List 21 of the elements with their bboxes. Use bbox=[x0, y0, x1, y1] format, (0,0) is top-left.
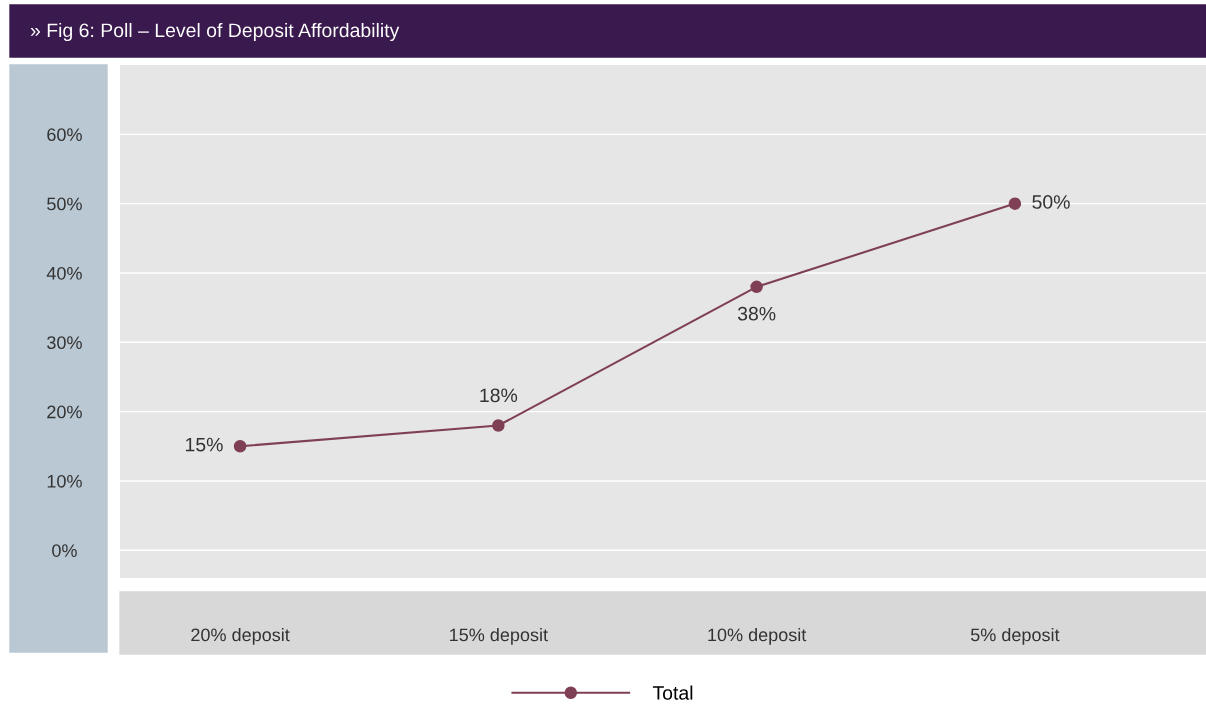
text: 50% bbox=[1032, 195, 1070, 209]
y-tick-label: 10% bbox=[47, 474, 82, 488]
text: 15% bbox=[185, 437, 223, 452]
x-tick-label: 10% deposit bbox=[708, 628, 807, 645]
y-tick-label: 50% bbox=[47, 197, 82, 211]
point bbox=[1008, 197, 1022, 210]
point bbox=[750, 280, 763, 294]
y-tick-label: 40% bbox=[46, 266, 82, 280]
text: 38% bbox=[737, 306, 776, 321]
y-tick-label: 30% bbox=[47, 336, 82, 350]
y-tick-label: 60% bbox=[47, 128, 82, 142]
point bbox=[492, 419, 505, 432]
x-tick-label: 5% deposit bbox=[970, 628, 1060, 645]
text: Total bbox=[652, 685, 693, 700]
text: 18% bbox=[480, 388, 518, 403]
y-tick-label: 20% bbox=[47, 405, 82, 419]
x-tick-label: 15% deposit bbox=[450, 628, 548, 645]
y-tick-label: 0% bbox=[52, 544, 77, 557]
chart-title: » Fig 6: Poll – Level of Deposit Affordability bbox=[30, 22, 400, 42]
x-tick-label: 20% deposit bbox=[191, 628, 290, 645]
point bbox=[233, 440, 247, 453]
